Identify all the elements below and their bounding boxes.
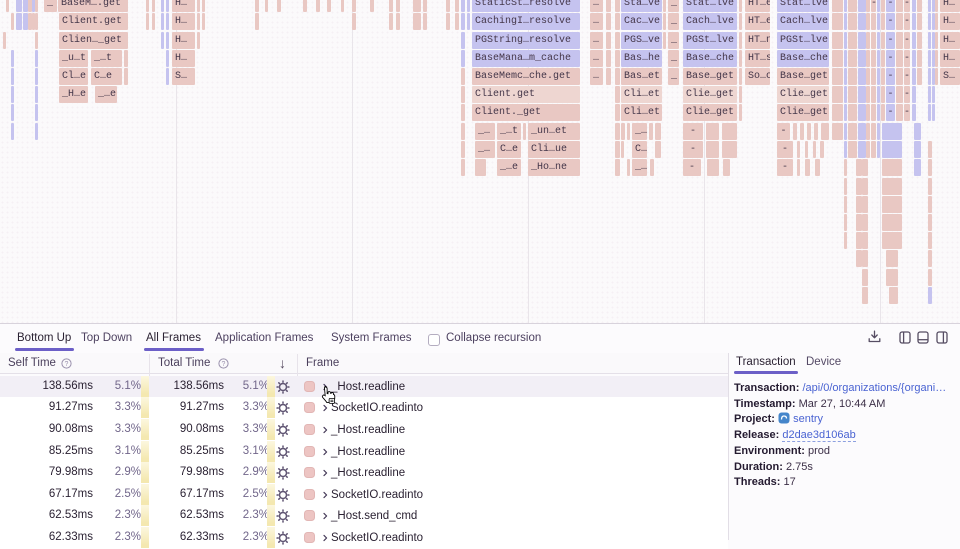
svg-text:?: ? [65,361,69,368]
svg-text:?: ? [222,361,226,368]
